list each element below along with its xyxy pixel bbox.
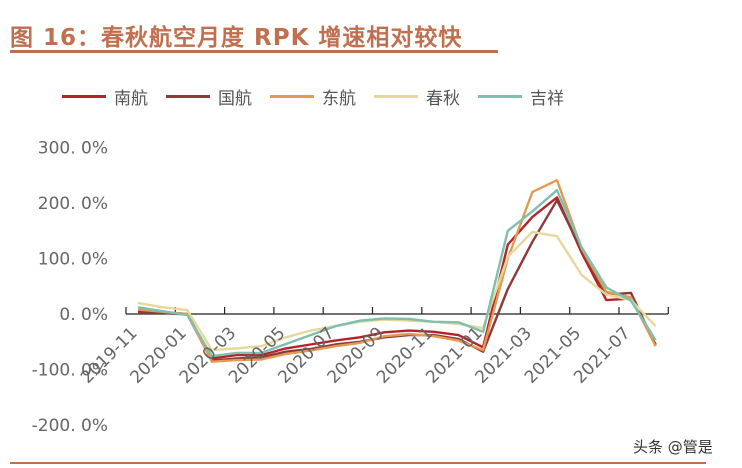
legend-item: 南航	[62, 84, 148, 109]
y-tick-label: -100. 0%	[32, 361, 108, 381]
chart-legend: 南航 国航 东航 春秋 吉祥	[62, 84, 582, 109]
y-tick-label: 200. 0%	[38, 194, 108, 214]
bottom-rule	[10, 462, 706, 464]
y-tick-label: 100. 0%	[38, 250, 108, 270]
legend-swatch	[166, 95, 210, 98]
legend-label: 东航	[322, 89, 356, 109]
y-tick-label: 0. 0%	[59, 305, 108, 325]
legend-swatch	[374, 95, 418, 98]
legend-swatch	[270, 95, 314, 98]
legend-item: 春秋	[374, 84, 460, 109]
y-tick-label: 300. 0%	[38, 139, 108, 159]
series-line-3	[137, 230, 657, 352]
figure-title: 图 16：春秋航空月度 RPK 增速相对较快	[10, 25, 463, 51]
legend-label: 吉祥	[530, 89, 564, 109]
watermark: 头条 @管是	[633, 438, 713, 456]
title-underline	[10, 50, 498, 53]
legend-item: 国航	[166, 84, 252, 109]
y-tick-label: -200. 0%	[32, 416, 108, 436]
legend-label: 国航	[218, 89, 252, 109]
legend-swatch	[62, 95, 106, 98]
legend-item: 吉祥	[478, 84, 564, 109]
series-line-4	[137, 188, 657, 358]
series-line-2	[137, 178, 657, 363]
legend-swatch	[478, 95, 522, 98]
legend-label: 南航	[114, 89, 148, 109]
legend-label: 春秋	[426, 89, 460, 109]
legend-item: 东航	[270, 84, 356, 109]
